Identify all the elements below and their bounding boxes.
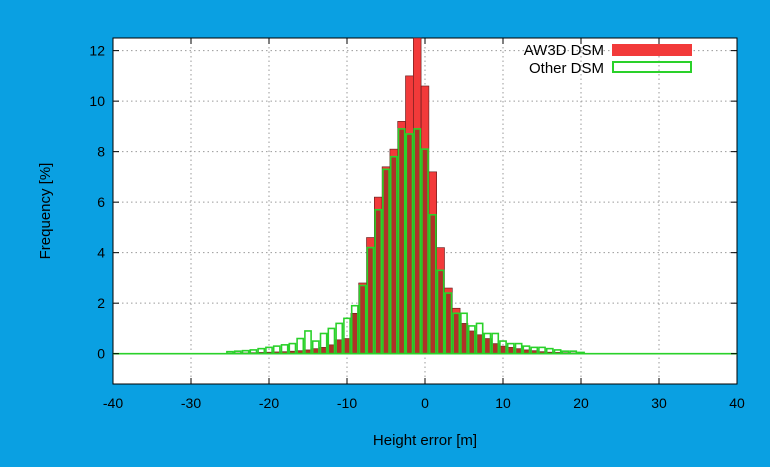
x-tick-label: -10 [337,395,357,411]
bar-overlap [515,348,522,354]
x-tick-label: 20 [573,395,589,411]
bar-overlap [336,339,343,354]
bar-overlap [328,344,335,354]
bar-overlap [320,347,327,354]
bar-overlap [476,334,483,354]
bar-overlap [383,169,389,354]
y-tick-label: 6 [97,194,105,210]
bar-overlap [531,350,538,354]
bar-overlap [539,351,545,354]
x-tick-label: -20 [259,395,279,411]
bar-overlap [461,323,467,354]
y-tick-label: 2 [97,295,105,311]
bar-overlap [273,351,280,354]
bar-overlap [398,128,405,354]
histogram-bars [113,37,737,355]
bar-overlap [406,133,413,354]
bar-overlap [468,330,475,354]
x-tick-label: 0 [421,395,429,411]
y-tick-label: 8 [97,144,105,160]
x-tick-label: -30 [181,395,201,411]
bar-overlap [445,293,452,354]
bar-overlap [507,347,514,354]
bar-overlap [305,349,311,354]
legend-label-aw3d-dsm: AW3D DSM [524,42,604,59]
x-axis-label: Height error [m] [373,432,477,449]
bar-overlap [297,350,304,354]
bar-overlap [500,346,506,354]
x-tick-label: -40 [103,395,123,411]
legend-swatch-other-dsm [612,61,692,73]
bar-overlap [453,313,460,354]
bar-overlap [344,338,350,354]
bar-overlap [351,313,358,354]
bar-overlap [492,343,499,354]
y-tick-label: 4 [97,245,105,261]
y-tick-label: 0 [97,346,105,362]
bar-overlap [289,351,296,354]
bar-overlap [367,247,374,354]
bar-overlap [359,285,366,354]
bar-overlap [429,214,436,354]
y-tick-label: 12 [89,43,105,59]
bar-overlap [312,348,319,354]
x-tick-label: 40 [729,395,745,411]
x-tick-label: 30 [651,395,667,411]
bar-overlap [414,128,421,354]
y-axis-label: Frequency [%] [37,163,54,260]
bar-overlap [281,351,288,354]
bar-overlap [484,338,491,354]
legend-swatch-aw3d-dsm [612,44,692,56]
legend-label-other-dsm: Other DSM [529,60,604,77]
bar-overlap [422,149,428,354]
bar-overlap [390,156,397,354]
bar-overlap [437,270,444,354]
bar-overlap [375,209,382,354]
x-tick-label: 10 [495,395,511,411]
axes: -40 -30 -20 -10 0 10 20 30 40 0 2 4 6 8 10 12 [89,38,745,411]
y-tick-label: 10 [89,93,105,109]
bar-overlap [523,349,530,354]
